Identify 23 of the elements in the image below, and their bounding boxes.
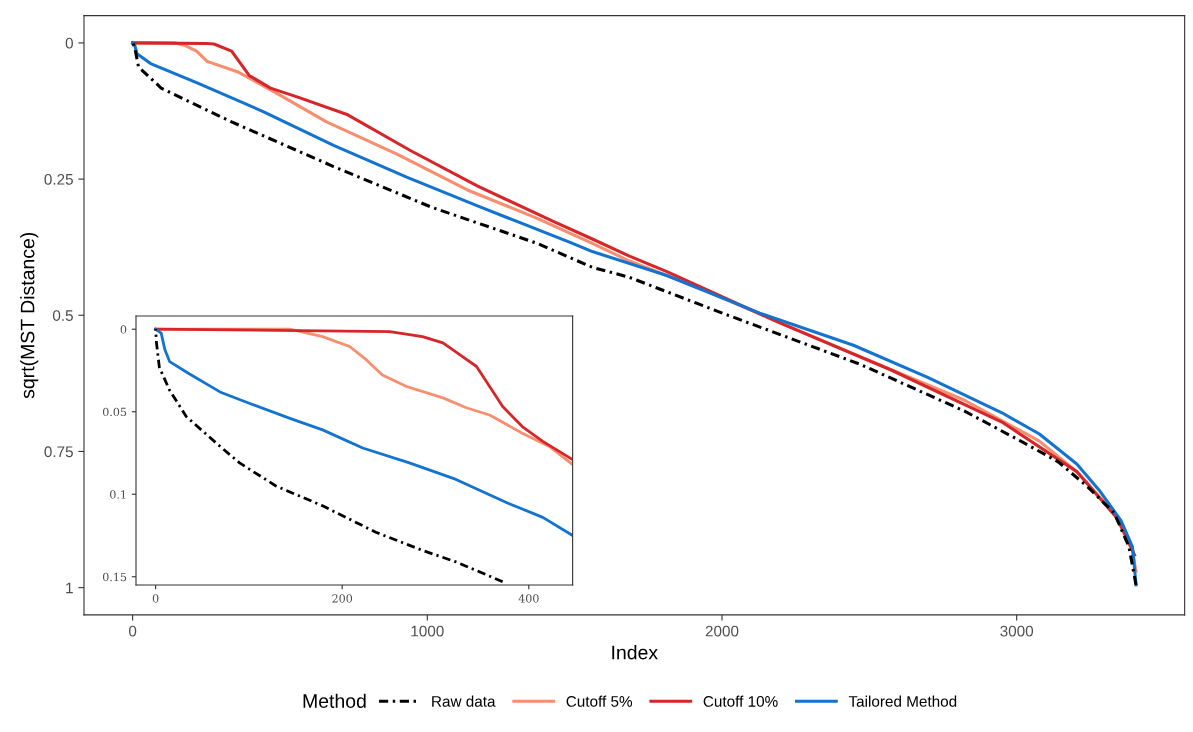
x-tick-label: 200 (332, 594, 353, 603)
x-axis-title: Index (612, 645, 658, 660)
y-tick-label: 0.15 (102, 572, 127, 582)
x-tick-label: 0 (152, 594, 159, 603)
y-tick-label: 0.05 (102, 407, 127, 417)
y-tick-label: 0.75 (44, 446, 73, 458)
y-tick-label: 0.25 (44, 173, 73, 185)
legend-label: Tailored Method (848, 695, 957, 707)
x-tick-label: 0 (128, 625, 137, 637)
x-tick-label: 1000 (411, 625, 444, 637)
y-tick-label: 1 (66, 582, 73, 594)
y-tick-label: 0 (65, 37, 73, 49)
y-tick-label: 0 (120, 325, 127, 334)
legend-label: Cutoff 10% (703, 695, 778, 707)
x-tick-label: 400 (518, 594, 539, 603)
x-tick-label: 2000 (705, 625, 739, 637)
legend-label: Cutoff 5% (566, 695, 633, 707)
y-tick-label: 0.5 (52, 310, 73, 321)
y-axis-title: sqrt(MST Distance) (20, 232, 39, 399)
legend-title: Method (303, 693, 366, 708)
legend-label: Raw data (432, 695, 496, 707)
y-tick-label: 0.1 (110, 490, 126, 499)
x-tick-label: 3000 (1000, 625, 1034, 637)
